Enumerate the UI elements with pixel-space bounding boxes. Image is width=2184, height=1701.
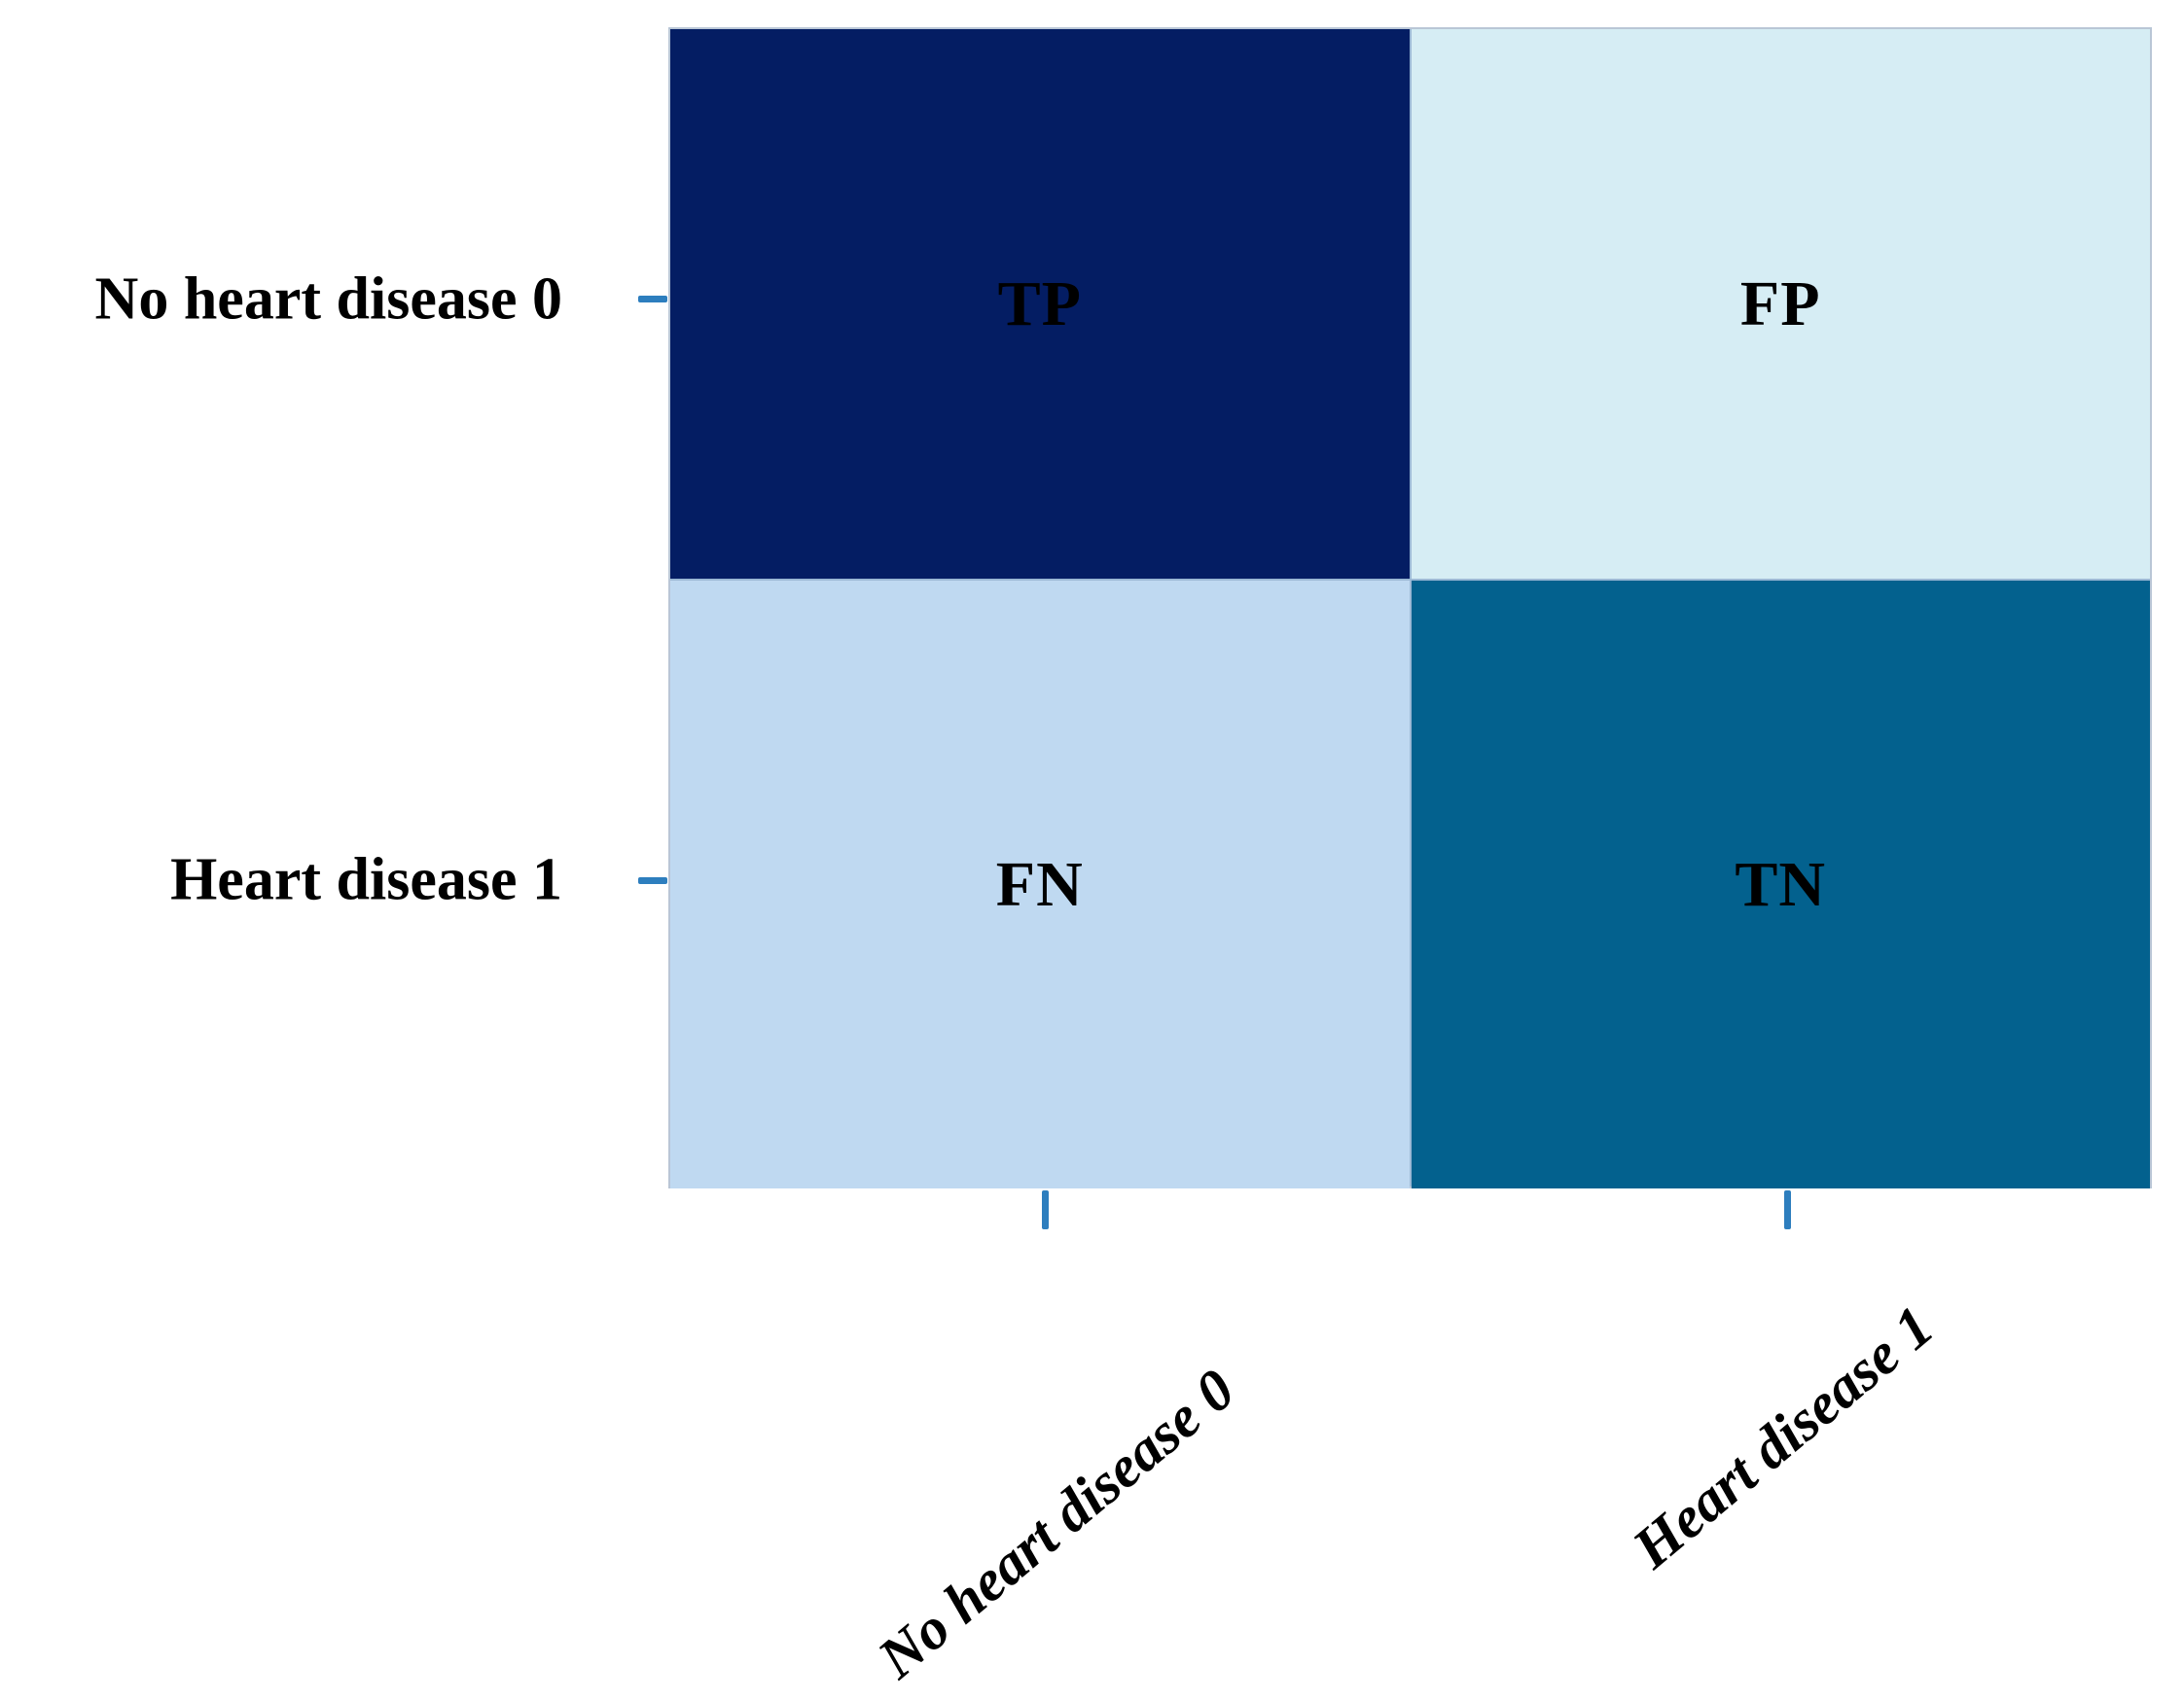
cell-label-fp: FP — [1739, 267, 1821, 339]
y-axis-label-no-heart-disease: No heart disease 0 — [94, 266, 562, 333]
y-axis-tick-row-0 — [638, 296, 667, 302]
cell-label-tp: TP — [997, 267, 1082, 339]
cell-label-tn: TN — [1735, 848, 1827, 920]
x-axis-tick-col-1 — [1784, 1190, 1791, 1229]
x-axis-label-no-heart-disease: No heart disease 0 — [866, 1357, 1247, 1691]
cell-false-positive: FP — [1411, 29, 2150, 580]
cell-false-negative: FN — [670, 581, 1410, 1188]
x-axis-label-heart-disease: Heart disease 1 — [1620, 1293, 1946, 1581]
cell-label-fn: FN — [995, 848, 1084, 920]
heatmap-grid: TP FP FN TN — [668, 27, 2152, 1188]
y-axis-label-heart-disease: Heart disease 1 — [170, 846, 562, 913]
x-axis-tick-col-0 — [1042, 1190, 1049, 1229]
cell-true-positive: TP — [670, 29, 1410, 580]
cell-true-negative: TN — [1411, 581, 2150, 1188]
y-axis-tick-row-1 — [638, 877, 667, 884]
